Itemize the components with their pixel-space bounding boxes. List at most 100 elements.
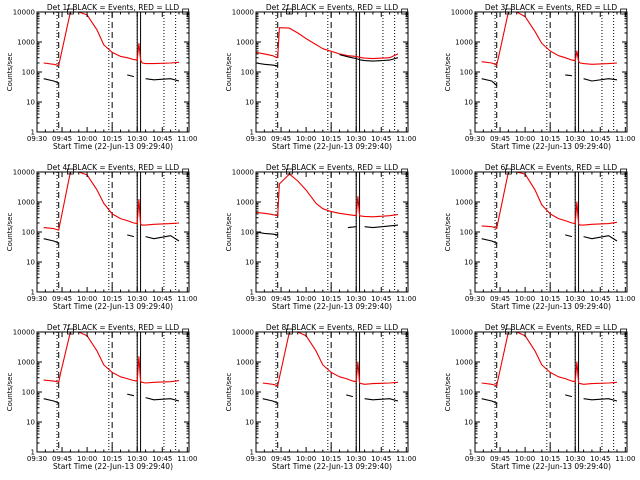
y-tick-label: 10000 <box>13 329 35 337</box>
y-axis-label: Counts/sec <box>444 53 452 92</box>
x-tick-label: 11:00 <box>177 295 197 303</box>
lld-series-line <box>43 332 180 384</box>
x-tick-label: 10:30 <box>346 135 366 143</box>
y-tick-label: 1000 <box>455 359 473 367</box>
panel-title: Det 6f BLACK = Events, RED = LLD <box>485 163 618 172</box>
y-tick-label: 1 <box>31 289 35 297</box>
y-tick-label: 10 <box>26 259 35 267</box>
x-axis-label: Start Time (22-Jun-13 09:29:40) <box>272 142 392 151</box>
panel-title: Det 8f BLACK = Events, RED = LLD <box>266 323 399 332</box>
x-tick-label: 10:15 <box>321 295 341 303</box>
detector-panel: 1 10 100 1000 10000 09:30 09:45 10:00 10:15 10:30… <box>225 323 416 471</box>
x-axis-label: Start Time (22-Jun-13 09:29:40) <box>53 462 173 471</box>
series-group <box>481 12 618 87</box>
x-axis-label: Start Time (22-Jun-13 09:29:40) <box>491 462 611 471</box>
y-tick-label: 1 <box>31 449 35 457</box>
x-tick-label: 10:00 <box>296 295 316 303</box>
lld-series-line <box>481 172 618 230</box>
plot-frame <box>36 171 190 293</box>
y-tick-label: 1 <box>250 449 254 457</box>
y-tick-label: 10 <box>26 99 35 107</box>
y-axis-label: Counts/sec <box>6 53 14 92</box>
x-tick-label: 11:00 <box>396 135 416 143</box>
x-tick-label: 09:30 <box>246 295 266 303</box>
lld-series-line <box>262 332 399 387</box>
y-tick-label: 10 <box>464 419 473 427</box>
x-tick-label: 11:00 <box>177 455 197 463</box>
x-axis-label: Start Time (22-Jun-13 09:29:40) <box>491 302 611 311</box>
plot-frame <box>255 331 409 453</box>
x-tick-label: 09:30 <box>465 135 485 143</box>
x-axis-label: Start Time (22-Jun-13 09:29:40) <box>53 142 173 151</box>
x-tick-label: 10:00 <box>296 135 316 143</box>
y-axis-label: Counts/sec <box>6 373 14 412</box>
lld-series-line <box>256 173 399 218</box>
lld-series-line <box>481 332 618 387</box>
x-axis-label: Start Time (22-Jun-13 09:29:40) <box>491 142 611 151</box>
y-tick-label: 1 <box>469 289 473 297</box>
x-tick-label: 10:15 <box>102 295 122 303</box>
x-tick-label: 11:00 <box>615 455 635 463</box>
series-group <box>43 12 180 85</box>
x-tick-label: 10:15 <box>540 135 560 143</box>
y-axis-label: Counts/sec <box>6 213 14 252</box>
y-tick-label: 1 <box>469 129 473 137</box>
x-tick-label: 09:30 <box>465 295 485 303</box>
x-tick-label: 09:45 <box>52 455 72 463</box>
x-tick-label: 09:30 <box>246 135 266 143</box>
x-tick-label: 10:45 <box>590 455 610 463</box>
x-tick-label: 10:30 <box>127 295 147 303</box>
detector-panel: 1 10 100 1000 10000 09:30 09:45 10:00 10:15 10:30… <box>225 163 416 311</box>
x-tick-label: 10:00 <box>515 455 535 463</box>
detector-panel: 1 10 100 1000 10000 09:30 09:45 10:00 10:15 10:30… <box>6 163 197 311</box>
y-tick-label: 100 <box>22 69 35 77</box>
plot-frame <box>474 11 628 133</box>
plot-frame <box>36 331 190 453</box>
series-group <box>43 172 180 245</box>
x-tick-label: 11:00 <box>615 135 635 143</box>
panel-title: Det 9f BLACK = Events, RED = LLD <box>485 323 618 332</box>
y-tick-label: 100 <box>460 229 473 237</box>
x-tick-label: 10:30 <box>346 455 366 463</box>
series-group <box>256 173 399 236</box>
detector-panel: 1 10 100 1000 10000 09:30 09:45 10:00 10:15 10:30… <box>225 3 416 151</box>
x-tick-label: 10:00 <box>77 295 97 303</box>
events-series-line <box>481 74 618 87</box>
y-tick-label: 1000 <box>236 199 254 207</box>
y-tick-label: 1000 <box>236 359 254 367</box>
x-tick-label: 10:30 <box>346 295 366 303</box>
x-tick-label: 10:00 <box>515 295 535 303</box>
y-axis-label: Counts/sec <box>225 53 233 92</box>
lld-series-line <box>43 12 180 67</box>
x-tick-label: 10:00 <box>515 135 535 143</box>
panel-title: Det 7f BLACK = Events, RED = LLD <box>47 323 180 332</box>
x-tick-label: 09:45 <box>490 295 510 303</box>
events-series-line <box>256 54 399 67</box>
y-tick-label: 1 <box>250 129 254 137</box>
series-group <box>43 332 180 405</box>
panel-title: Det 3f BLACK = Events, RED = LLD <box>485 3 618 12</box>
x-tick-label: 10:45 <box>590 295 610 303</box>
lld-series-line <box>481 12 618 66</box>
x-tick-label: 10:00 <box>77 135 97 143</box>
events-series-line <box>481 234 618 245</box>
y-tick-label: 100 <box>460 69 473 77</box>
y-tick-label: 1000 <box>17 39 35 47</box>
x-tick-label: 09:45 <box>271 455 291 463</box>
x-tick-label: 11:00 <box>177 135 197 143</box>
series-group <box>481 332 618 405</box>
y-tick-label: 100 <box>241 69 254 77</box>
x-tick-label: 09:30 <box>465 455 485 463</box>
x-tick-label: 10:45 <box>371 455 391 463</box>
x-tick-label: 10:45 <box>152 295 172 303</box>
detector-panel: 1 10 100 1000 10000 09:30 09:45 10:00 10:15 10:30… <box>6 323 197 471</box>
y-tick-label: 10000 <box>232 9 254 17</box>
x-tick-label: 10:15 <box>540 295 560 303</box>
y-tick-label: 1 <box>469 449 473 457</box>
x-tick-label: 10:45 <box>590 135 610 143</box>
x-tick-label: 10:00 <box>77 455 97 463</box>
y-tick-label: 10 <box>245 259 254 267</box>
y-tick-label: 1000 <box>17 199 35 207</box>
x-tick-label: 09:45 <box>52 135 72 143</box>
